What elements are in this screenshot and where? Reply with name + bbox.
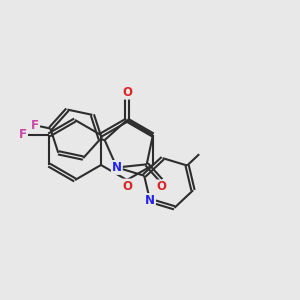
Text: N: N [145,194,155,207]
Text: O: O [122,179,132,193]
Text: N: N [112,161,122,174]
Text: F: F [19,128,27,142]
Text: F: F [31,119,39,132]
Text: O: O [156,181,166,194]
Text: O: O [122,85,132,99]
